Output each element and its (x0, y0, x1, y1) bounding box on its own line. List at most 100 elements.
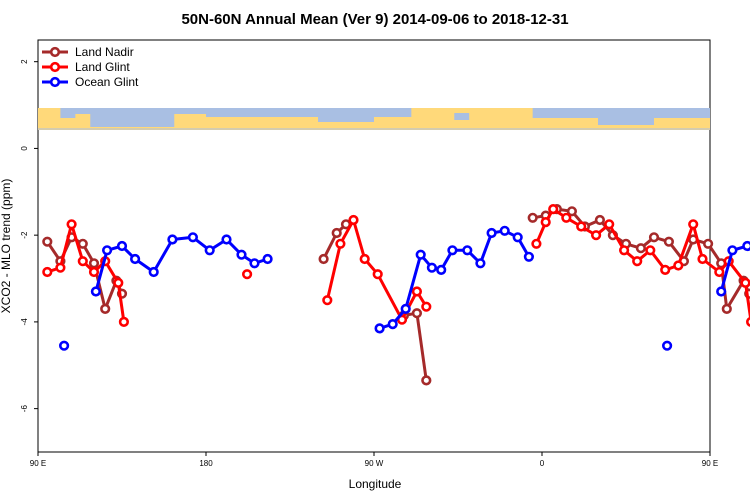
data-point-land-nadir (411, 308, 423, 319)
x-tick-label: 90 E (702, 459, 718, 468)
map-strip-ocean (318, 116, 374, 122)
data-point-ocean-glint (436, 264, 447, 276)
legend-swatch-marker (49, 76, 61, 88)
data-point-ocean-glint (486, 227, 497, 239)
data-point-land-glint (88, 266, 100, 278)
data-point-ocean-glint (387, 319, 398, 330)
data-point-ocean-glint (415, 249, 426, 260)
data-point-land-glint (421, 301, 432, 312)
data-point-ocean-glint (512, 232, 523, 243)
data-point-ocean-glint (447, 245, 458, 256)
data-point-land-nadir (318, 253, 329, 265)
data-point-land-glint (714, 266, 725, 278)
data-point-land-glint (746, 316, 750, 327)
y-tick-label: 2 (20, 59, 29, 64)
data-point-land-glint (660, 264, 671, 276)
data-point-land-glint (740, 277, 750, 288)
data-point-land-glint (688, 219, 699, 230)
data-point-land-glint (618, 245, 630, 256)
plot-area (37, 39, 711, 453)
data-point-land-nadir (88, 258, 100, 269)
map-strip-ocean (71, 108, 249, 114)
data-point-land-glint (359, 253, 370, 265)
data-point-land-glint (590, 230, 602, 241)
data-point-land-glint (604, 219, 615, 230)
legend-item-land-nadir: Land Nadir (42, 45, 134, 59)
data-point-ocean-glint (58, 340, 70, 351)
data-point-land-nadir (594, 214, 606, 226)
data-point-land-nadir (702, 238, 714, 249)
data-point-land-glint (335, 238, 346, 249)
data-point-ocean-glint (204, 245, 215, 256)
data-point-ocean-glint (661, 340, 673, 351)
data-point-land-nadir (77, 238, 88, 249)
data-point-land-glint (561, 212, 572, 223)
data-point-ocean-glint (90, 286, 101, 297)
data-point-land-glint (113, 277, 124, 289)
data-point-ocean-glint (187, 232, 198, 243)
data-point-land-nadir (527, 212, 538, 223)
data-point-land-glint (576, 221, 587, 232)
y-axis-label: XCO2 - MLO trend (ppm) (0, 179, 13, 314)
data-point-land-glint (697, 253, 708, 265)
data-point-land-glint (77, 256, 88, 267)
legend-label: Ocean Glint (75, 75, 139, 89)
data-point-ocean-glint (249, 258, 260, 269)
data-point-land-glint (55, 262, 66, 273)
legend-label: Land Glint (75, 60, 130, 74)
data-point-land-glint (548, 204, 559, 215)
y-axis: 2 0 -2 -4 -6 (20, 59, 38, 412)
data-point-ocean-glint (262, 253, 273, 265)
data-point-land-glint (118, 316, 129, 328)
x-axis-label: Longitude (349, 477, 402, 491)
x-tick-label: 0 (540, 459, 545, 468)
x-tick-label: 90 W (365, 459, 384, 468)
data-point-land-glint (66, 219, 77, 230)
data-point-land-nadir (331, 227, 342, 239)
data-point-ocean-glint (130, 253, 141, 265)
data-point-ocean-glint (221, 234, 232, 245)
data-point-ocean-glint (148, 266, 159, 278)
series-land-glint (42, 204, 750, 328)
data-point-land-glint (673, 260, 684, 271)
data-point-ocean-glint (167, 234, 178, 245)
map-strip-ocean (206, 108, 412, 117)
data-point-ocean-glint (116, 240, 128, 252)
data-point-ocean-glint (462, 245, 473, 256)
data-point-land-nadir (663, 236, 675, 247)
x-axis: 90 E 180 90 W 0 90 E (30, 452, 718, 468)
map-strip-ocean (598, 117, 654, 125)
map-strip (38, 108, 710, 130)
data-point-land-glint (348, 214, 359, 226)
y-tick-label: -4 (20, 318, 29, 326)
data-point-land-nadir (648, 232, 660, 243)
legend-item-ocean-glint: Ocean Glint (42, 75, 139, 89)
series-land-nadir (42, 204, 750, 386)
data-point-ocean-glint (374, 323, 385, 334)
series-line-land-nadir (403, 311, 428, 381)
data-point-land-glint (531, 238, 542, 249)
data-point-ocean-glint (742, 240, 750, 252)
y-tick-label: 0 (20, 146, 29, 151)
data-point-ocean-glint (400, 303, 411, 315)
data-point-land-glint (372, 269, 383, 280)
map-strip-ocean (90, 113, 175, 127)
legend-swatch-marker (49, 46, 61, 58)
data-point-land-glint (632, 256, 643, 267)
data-point-land-glint (322, 295, 333, 306)
data-point-ocean-glint (426, 262, 438, 273)
data-point-land-glint (645, 245, 656, 256)
y-tick-label: -6 (20, 405, 29, 413)
data-point-ocean-glint (475, 258, 486, 269)
data-point-ocean-glint (499, 225, 510, 236)
map-strip-ocean (60, 108, 76, 118)
series-line-ocean-glint (379, 229, 531, 330)
data-point-land-nadir (566, 206, 578, 217)
map-strip-edge (38, 128, 710, 130)
data-point-land-glint (411, 286, 423, 297)
map-strip-ocean (454, 113, 470, 120)
data-point-land-glint (242, 269, 253, 280)
legend-label: Land Nadir (75, 45, 134, 59)
